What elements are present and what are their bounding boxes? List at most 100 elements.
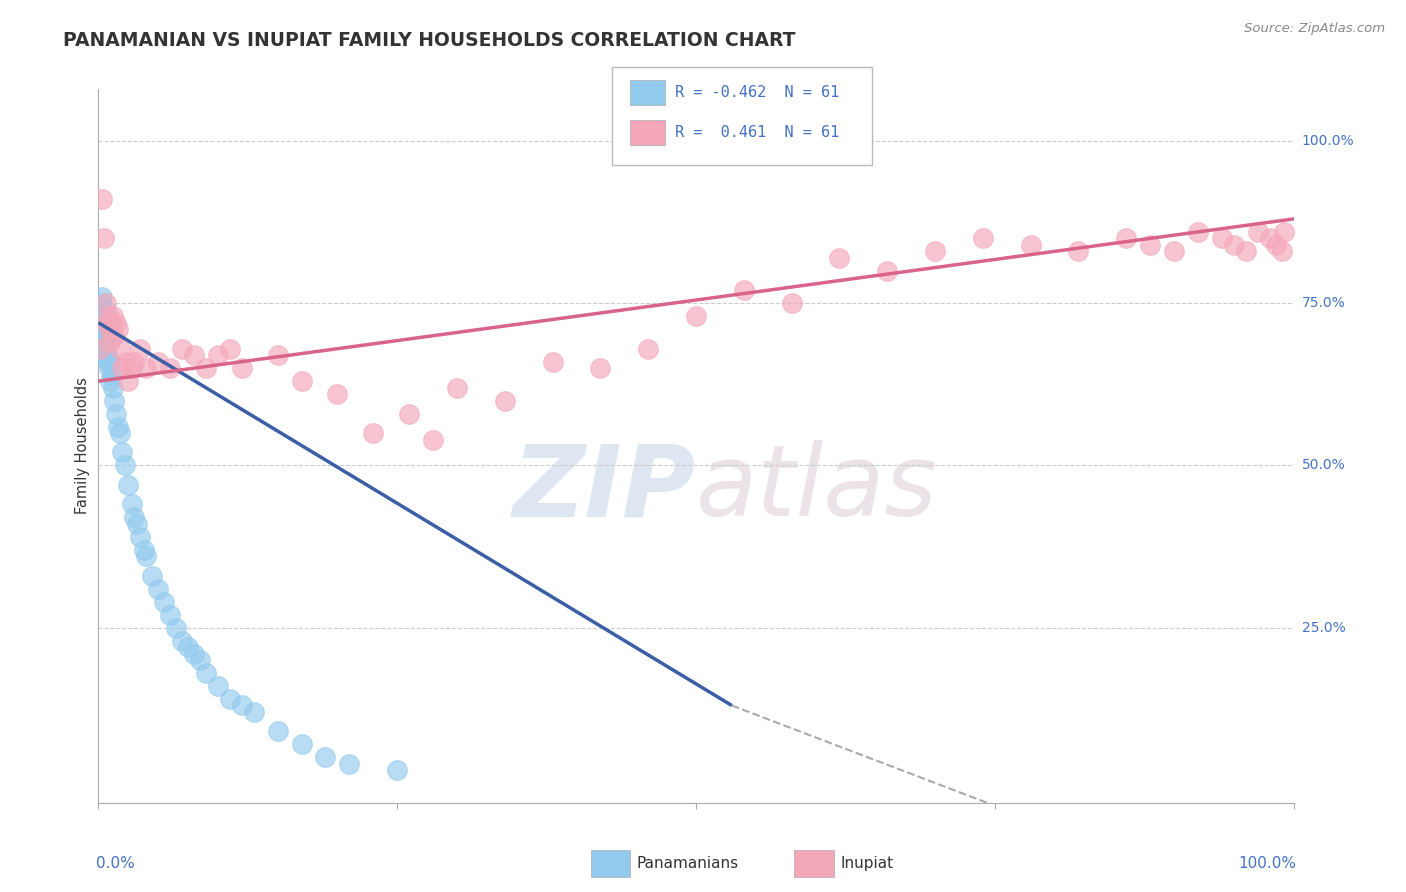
Point: [195, 666, 218, 681]
Point: [172, 342, 194, 356]
Point: [972, 231, 994, 245]
Text: Source: ZipAtlas.com: Source: ZipAtlas.com: [1244, 22, 1385, 36]
Point: [541, 354, 564, 368]
Point: [1211, 231, 1233, 245]
Point: [780, 296, 803, 310]
Point: [117, 374, 139, 388]
Point: [101, 381, 124, 395]
Point: [291, 374, 314, 388]
Point: [1187, 225, 1209, 239]
Point: [267, 724, 290, 739]
Point: [291, 738, 314, 752]
Point: [125, 516, 148, 531]
Point: [108, 342, 131, 356]
Point: [105, 407, 128, 421]
Text: ZIP: ZIP: [513, 441, 696, 537]
Text: R = -0.462  N = 61: R = -0.462 N = 61: [675, 86, 839, 100]
Text: 0.0%: 0.0%: [96, 856, 135, 871]
Point: [363, 425, 385, 440]
Point: [589, 361, 612, 376]
Text: 100.0%: 100.0%: [1302, 134, 1354, 148]
Point: [93, 348, 115, 362]
Point: [89, 310, 111, 324]
Point: [207, 348, 229, 362]
Point: [124, 354, 146, 368]
Point: [195, 361, 218, 376]
Point: [90, 316, 112, 330]
Point: [733, 283, 755, 297]
Point: [1223, 238, 1246, 252]
Point: [124, 510, 146, 524]
Point: [90, 342, 112, 356]
Point: [148, 354, 170, 368]
Point: [98, 354, 122, 368]
Point: [91, 335, 114, 350]
Point: [91, 342, 114, 356]
Point: [121, 497, 143, 511]
Text: R =  0.461  N = 61: R = 0.461 N = 61: [675, 125, 839, 139]
Point: [93, 316, 115, 330]
Point: [494, 393, 516, 408]
Point: [165, 621, 187, 635]
Point: [97, 335, 120, 350]
Point: [876, 264, 898, 278]
Point: [207, 679, 229, 693]
Point: [96, 328, 118, 343]
Text: Inupiat: Inupiat: [841, 856, 894, 871]
Point: [828, 251, 851, 265]
Point: [1139, 238, 1161, 252]
Point: [101, 310, 124, 324]
Point: [685, 310, 707, 324]
Point: [96, 348, 118, 362]
Point: [93, 335, 115, 350]
Point: [1067, 244, 1090, 259]
Point: [159, 607, 181, 622]
Point: [94, 302, 117, 317]
Point: [1264, 238, 1286, 252]
Point: [141, 568, 163, 582]
Point: [91, 193, 114, 207]
Point: [91, 322, 114, 336]
Point: [98, 374, 122, 388]
Point: [98, 322, 121, 336]
Point: [91, 310, 114, 324]
Point: [231, 361, 253, 376]
Point: [91, 328, 114, 343]
Point: [1247, 225, 1270, 239]
Point: [159, 361, 181, 376]
Point: [114, 458, 136, 473]
Point: [117, 478, 139, 492]
Point: [103, 393, 125, 408]
Point: [107, 419, 129, 434]
Text: atlas: atlas: [696, 441, 938, 537]
Point: [97, 310, 120, 324]
Point: [1258, 231, 1281, 245]
Point: [129, 342, 152, 356]
Point: [398, 407, 420, 421]
Point: [90, 296, 112, 310]
Y-axis label: Family Households: Family Households: [75, 377, 90, 515]
Point: [219, 342, 242, 356]
Point: [446, 381, 468, 395]
Point: [153, 595, 176, 609]
Point: [93, 231, 115, 245]
Point: [385, 764, 409, 778]
Point: [111, 445, 134, 459]
Point: [1271, 244, 1294, 259]
Point: [267, 348, 290, 362]
Point: [183, 348, 205, 362]
Point: [89, 342, 111, 356]
Point: [90, 348, 112, 362]
Point: [97, 354, 120, 368]
Point: [339, 756, 361, 771]
Point: [111, 361, 134, 376]
Point: [422, 433, 444, 447]
Point: [98, 335, 122, 350]
Point: [89, 328, 111, 343]
Point: [100, 368, 122, 382]
Point: [177, 640, 200, 654]
Point: [89, 342, 111, 356]
Point: [135, 361, 157, 376]
Point: [121, 361, 143, 376]
Point: [183, 647, 205, 661]
